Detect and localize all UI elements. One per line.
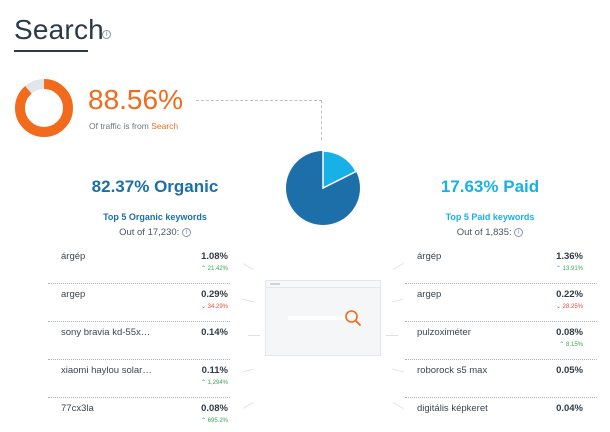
organic-total-text: Out of 17,230: <box>119 227 180 238</box>
keyword-name[interactable]: roborock s5 max <box>417 365 488 376</box>
keyword-name[interactable]: sony bravia kd-55x… <box>61 327 151 338</box>
keyword-change: ⌃ 1,294% <box>201 379 228 386</box>
magnifier-icon <box>345 310 361 326</box>
paid-total-text: Out of 1,835: <box>456 227 512 238</box>
connector-tick <box>392 298 404 303</box>
trend-arrow-icon: ⌄ <box>200 304 208 310</box>
info-icon[interactable]: i <box>102 30 111 39</box>
change-value: 34.29% <box>207 304 228 310</box>
change-value: 28.25% <box>562 304 583 310</box>
list-item[interactable]: sony bravia kd-55x… 0.14% <box>48 322 230 360</box>
list-item[interactable]: árgép 1.08% ⌃ 21.42% <box>48 246 230 284</box>
organic-header: 82.37% Organic <box>60 177 250 197</box>
organic-paid-pie <box>286 150 360 225</box>
change-value: 695.2% <box>207 418 228 424</box>
list-item[interactable]: argep 0.29% ⌄ 34.29% <box>48 284 230 322</box>
list-item[interactable]: digitális képkeret 0.04% <box>405 398 597 432</box>
page-title: Search <box>14 14 104 45</box>
paid-keyword-list: árgép 1.36% ⌃ 13.91% argep 0.22% ⌄ 28.25… <box>405 246 597 432</box>
change-value: 1,294% <box>207 380 228 386</box>
connector-tick <box>242 402 254 409</box>
keyword-share: 0.05% <box>556 365 583 376</box>
keyword-change: ⌃ 8.15% <box>559 341 583 348</box>
keyword-share: 0.14% <box>201 327 228 338</box>
keyword-share: 1.08% <box>201 251 228 262</box>
browser-bar <box>266 281 380 288</box>
paid-label: Paid <box>503 177 540 196</box>
connector-tick <box>392 368 404 373</box>
list-item[interactable]: xiaomi haylou solar… 0.11% ⌃ 1,294% <box>48 360 230 398</box>
keyword-change: ⌄ 28.25% <box>556 303 583 310</box>
traffic-share-subtitle: Of traffic is from Search <box>89 121 178 131</box>
donut-arc <box>15 79 73 137</box>
trend-arrow-icon: ⌄ <box>555 304 563 310</box>
info-icon[interactable]: i <box>181 227 191 237</box>
keyword-share: 0.08% <box>556 327 583 338</box>
keyword-name[interactable]: árgép <box>417 251 442 262</box>
keyword-share: 0.08% <box>201 403 228 414</box>
trend-arrow-icon: ⌃ <box>559 342 566 348</box>
keyword-name[interactable]: xiaomi haylou solar… <box>61 365 152 376</box>
organic-keywords-total: Out of 17,230: i <box>60 227 250 238</box>
list-item[interactable]: argep 0.22% ⌄ 28.25% <box>405 284 597 322</box>
connector-tick <box>392 263 404 270</box>
connector-tick <box>386 335 398 336</box>
subtitle-accent: Search <box>151 121 179 131</box>
paid-header: 17.63% Paid <box>395 177 585 197</box>
keyword-name[interactable]: 77cx3la <box>61 403 94 414</box>
info-icon[interactable]: i <box>514 227 524 237</box>
list-item[interactable]: roborock s5 max 0.05% <box>405 360 597 398</box>
keyword-share: 0.22% <box>556 289 583 300</box>
connector-line-vertical <box>321 100 322 140</box>
paid-keywords-total: Out of 1,835: i <box>395 227 585 238</box>
list-item[interactable]: árgép 1.36% ⌃ 13.91% <box>405 246 597 284</box>
keyword-name[interactable]: argep <box>61 289 86 300</box>
keyword-share: 0.04% <box>556 403 583 414</box>
paid-keywords-title[interactable]: Top 5 Paid keywords <box>445 212 535 222</box>
change-value: 13.91% <box>562 266 583 272</box>
connector-tick <box>242 298 254 303</box>
trend-arrow-icon: ⌃ <box>200 380 208 386</box>
connector-tick <box>242 368 254 373</box>
trend-arrow-icon: ⌃ <box>555 266 563 272</box>
connector-line <box>196 100 322 101</box>
traffic-share-percent: 88.56% <box>88 84 183 115</box>
organic-percent: 82.37% <box>91 177 150 196</box>
connector-tick <box>248 335 260 336</box>
keyword-change: ⌃ 13.91% <box>556 265 583 272</box>
list-item[interactable]: 77cx3la 0.08% ⌃ 695.2% <box>48 398 230 432</box>
keyword-change: ⌄ 34.29% <box>201 303 228 310</box>
organic-label: Organic <box>154 177 219 196</box>
search-box-illustration <box>288 316 344 320</box>
change-value: 8.15% <box>565 342 583 348</box>
pie-paid-slice <box>322 150 358 190</box>
organic-keyword-list: árgép 1.08% ⌃ 21.42% argep 0.29% ⌄ 34.29… <box>48 246 230 432</box>
keyword-change: ⌃ 695.2% <box>201 417 228 424</box>
trend-arrow-icon: ⌃ <box>200 266 208 272</box>
paid-percent: 17.63% <box>440 177 499 196</box>
subtitle-prefix: Of traffic is from <box>89 121 149 131</box>
trend-arrow-icon: ⌃ <box>200 418 208 424</box>
keyword-share: 1.36% <box>556 251 583 262</box>
keyword-name[interactable]: árgép <box>61 251 86 262</box>
keyword-name[interactable]: digitális képkeret <box>417 403 488 414</box>
keyword-name[interactable]: argep <box>417 289 442 300</box>
change-value: 21.42% <box>207 266 228 272</box>
browser-tab <box>270 283 280 285</box>
keyword-change: ⌃ 21.42% <box>201 265 228 272</box>
title-underline <box>14 50 88 52</box>
search-illustration <box>265 280 381 356</box>
traffic-share-donut <box>15 79 73 137</box>
connector-tick <box>392 402 404 409</box>
keyword-name[interactable]: pulzoximéter <box>417 327 471 338</box>
keyword-share: 0.29% <box>201 289 228 300</box>
keyword-share: 0.11% <box>201 365 228 376</box>
list-item[interactable]: pulzoximéter 0.08% ⌃ 8.15% <box>405 322 597 360</box>
organic-keywords-title[interactable]: Top 5 Organic keywords <box>103 212 207 222</box>
connector-tick <box>242 263 254 270</box>
